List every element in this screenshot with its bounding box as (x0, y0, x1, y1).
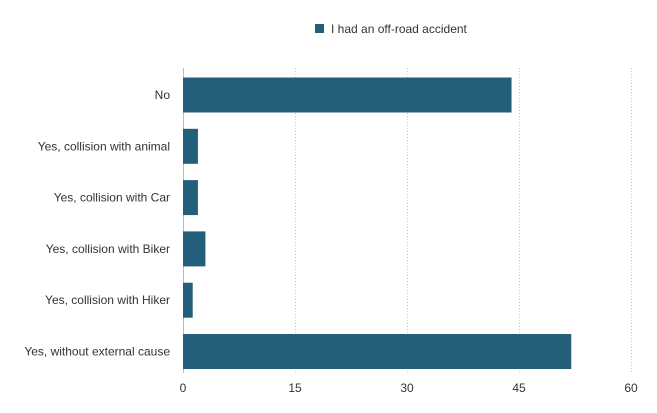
bars (183, 77, 572, 369)
legend-swatch (315, 24, 324, 33)
x-axis-tick-labels: 0 15 30 45 60 (180, 381, 638, 395)
category-label: Yes, collision with Hiker (45, 293, 170, 307)
category-label: Yes, collision with Biker (46, 242, 170, 256)
bar (183, 231, 206, 267)
x-tick-label: 0 (180, 381, 187, 395)
x-tick-label: 15 (288, 381, 302, 395)
gridlines (183, 68, 632, 373)
bar (183, 180, 198, 216)
legend: I had an off-road accident (315, 22, 468, 36)
bar (183, 128, 198, 164)
category-label: Yes, collision with animal (38, 139, 170, 153)
category-label: No (155, 88, 171, 102)
category-label: Yes, collision with Car (54, 191, 170, 205)
category-label: Yes, without external cause (24, 345, 170, 359)
legend-label: I had an off-road accident (331, 22, 468, 36)
x-tick-label: 45 (512, 381, 526, 395)
category-labels: No Yes, collision with animal Yes, collisi… (24, 88, 170, 359)
bar (183, 282, 193, 318)
x-tick-label: 60 (624, 381, 638, 395)
x-tick-label: 30 (400, 381, 414, 395)
bar (183, 77, 512, 113)
bar (183, 334, 572, 369)
